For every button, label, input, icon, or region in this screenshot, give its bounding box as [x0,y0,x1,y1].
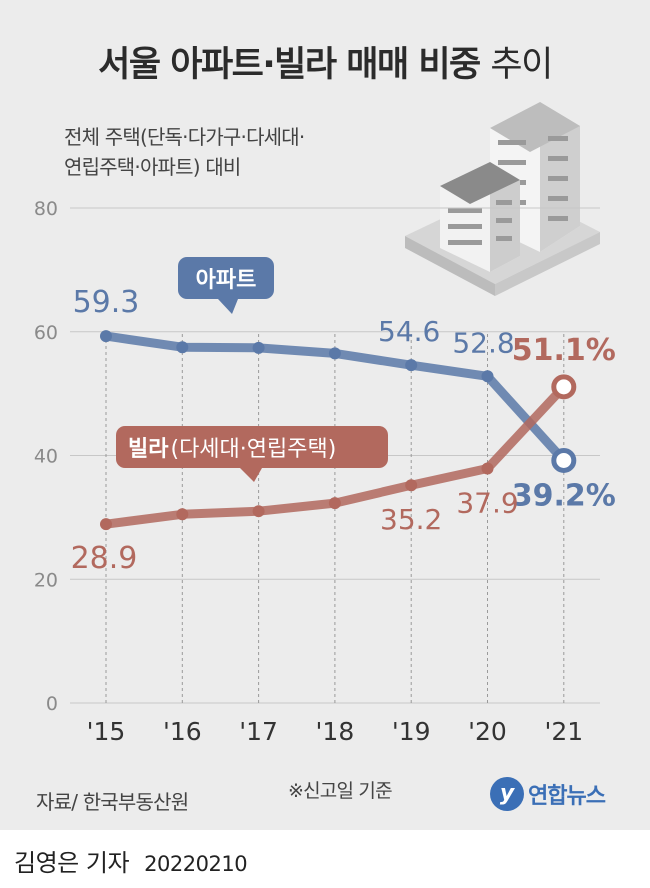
y-tick-label: 80 [34,198,58,220]
y-tick-label: 0 [46,693,58,715]
data-point [328,347,341,360]
chart-subtitle: 전체 주택(단독·다가구·다세대· 연립주택·아파트) 대비 [64,122,305,182]
x-tick-label: '21 [544,717,583,746]
note-text: ※신고일 기준 [288,780,393,802]
title-bold: 서울 아파트·빌라 매매 비중 [98,45,481,85]
line-chart: 80 60 40 20 0 '15 '16 '17 '18 '19 '20 '21 59.3 54.6… [34,102,616,746]
x-tick-label: '15 [87,717,126,746]
data-point [252,341,265,354]
data-label: 52.8 [452,326,514,359]
y-tick-label: 40 [34,446,58,468]
byline: 김영은 기자 20220210 [14,843,248,878]
data-point [252,505,265,518]
data-point [405,479,418,492]
data-label: 59.3 [73,285,140,320]
legend-villa: 빌라(다세대·연립주택) [116,426,388,482]
yonhap-logo-mark: y [490,777,524,811]
y-axis-ticks: 80 60 40 20 0 [34,198,58,715]
legend-villa-rest: (다세대·연립주택) [170,437,336,462]
legend-villa-pointer [240,468,262,482]
yonhap-logo-text: 연합뉴스 [528,784,606,809]
x-tick-label: '17 [239,717,278,746]
data-label: 35.2 [380,503,442,536]
x-tick-label: '19 [392,717,431,746]
data-label: 51.1% [512,333,616,368]
title-light: 추이 [490,45,553,85]
legend-apartment-box [178,257,274,299]
data-point [100,518,112,531]
x-tick-label: '18 [316,717,355,746]
y-tick-label: 60 [34,322,58,344]
data-point-endpoint [551,374,577,400]
legend-villa-bold: 빌라 [128,437,169,462]
y-tick-label: 20 [34,569,58,591]
data-point [481,370,494,383]
series-points [100,330,577,531]
data-point [176,508,189,521]
legend-apartment-label: 아파트 [196,268,257,293]
chart-title: 서울 아파트·빌라 매매 비중 추이 [0,36,650,87]
yonhap-logo: y 연합뉴스 [490,774,606,814]
data-labels: 59.3 54.6 52.8 39.2% 28.9 35.2 37.9 51.1% [71,285,616,576]
data-label: 37.9 [456,486,518,519]
byline-reporter: 김영은 기자 [14,849,130,877]
data-point [405,359,418,372]
legend-apartment-pointer [218,299,238,314]
data-label: 28.9 [71,541,138,576]
data-label: 54.6 [378,315,440,348]
data-label: 39.2% [512,478,616,513]
data-point-endpoint [551,447,577,473]
data-point [328,497,341,510]
legend-villa-label: 빌라(다세대·연립주택) [128,437,336,462]
subtitle-line-1: 전체 주택(단독·다가구·다세대· [64,125,305,149]
data-point [100,330,112,343]
legend-apartment: 아파트 [178,257,274,314]
legend-villa-box [116,426,388,468]
subtitle-line-2: 연립주택·아파트) 대비 [64,155,241,179]
x-tick-label: '16 [163,717,202,746]
x-tick-label: '20 [468,717,507,746]
x-axis-ticks: '15 '16 '17 '18 '19 '20 '21 [87,717,583,746]
data-point [176,341,189,354]
building-illustration [405,102,600,296]
source-text: 자료/ 한국부동산원 [36,790,189,814]
data-point [481,462,494,475]
byline-date: 20220210 [144,852,248,876]
